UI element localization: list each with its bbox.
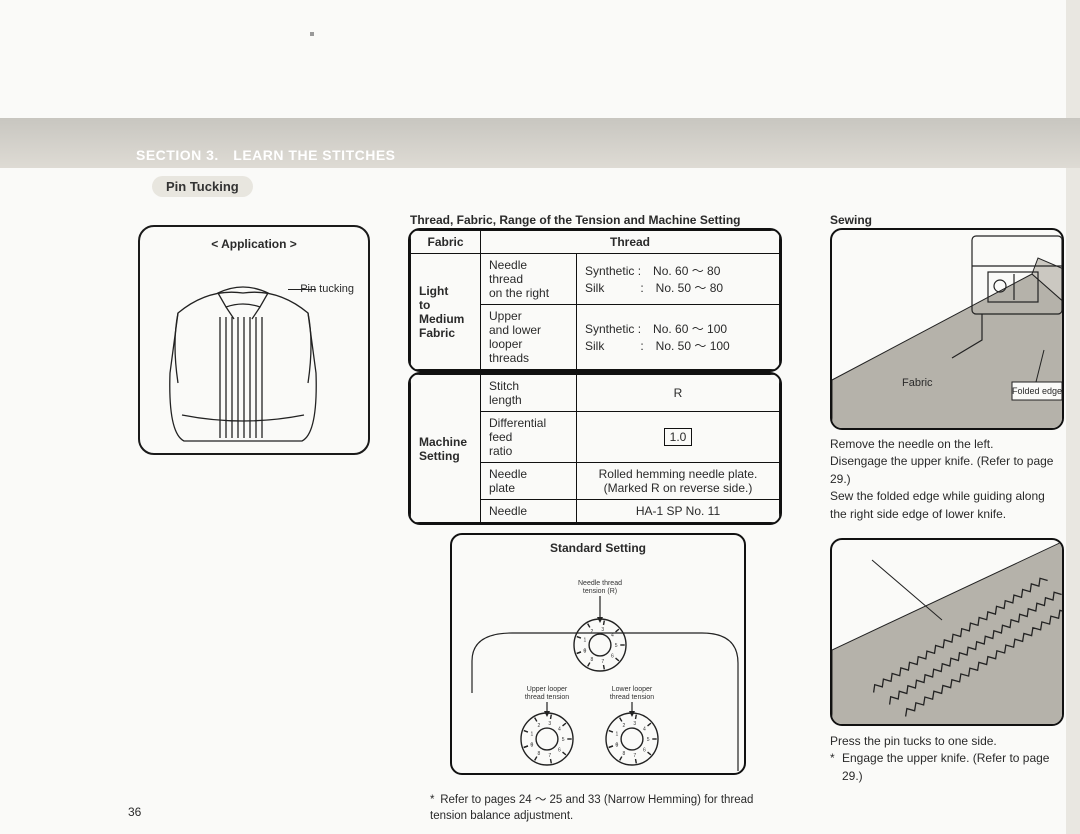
svg-text:6: 6: [611, 653, 614, 659]
svg-text:5: 5: [615, 643, 618, 649]
svg-text:3: 3: [548, 721, 551, 727]
svg-text:1: 1: [583, 637, 586, 643]
page-number: 36: [128, 805, 141, 819]
tension-dials-illustration: Needle thread tension (R) Upper looper t…: [452, 563, 748, 773]
thread-table-title: Thread, Fabric, Range of the Tension and…: [410, 213, 740, 227]
svg-text:6: 6: [643, 747, 646, 753]
diff-feed-label: Differential feed ratio: [481, 412, 577, 463]
svg-text:4: 4: [558, 727, 561, 733]
svg-text:9: 9: [583, 649, 586, 655]
diff-feed-value: 1.0: [577, 412, 780, 463]
sewing-text-1: Remove the needle on the left. Disengage…: [830, 436, 1064, 523]
machine-setting-table: Machine Setting Stitch length R Differen…: [408, 372, 782, 525]
application-title: < Application >: [140, 237, 368, 251]
svg-text:9: 9: [615, 743, 618, 749]
svg-text:8: 8: [591, 657, 594, 663]
standard-setting-title: Standard Setting: [452, 541, 744, 555]
svg-text:5: 5: [562, 737, 565, 743]
diff-feed-box: 1.0: [664, 428, 693, 446]
svg-text:4: 4: [643, 727, 646, 733]
svg-text:7: 7: [601, 659, 604, 665]
needle-thread-label: Needle thread: [578, 580, 622, 587]
sewing-figure-2: [830, 538, 1064, 726]
svg-text:1: 1: [530, 731, 533, 737]
svg-text:8: 8: [623, 751, 626, 757]
subheading: Pin Tucking: [152, 176, 253, 197]
svg-text:1: 1: [615, 731, 618, 737]
stitch-length-value: R: [577, 375, 780, 412]
svg-text:Lower looper: Lower looper: [612, 686, 653, 693]
svg-text:7: 7: [548, 753, 551, 759]
svg-text:thread tension: thread tension: [525, 694, 569, 701]
svg-text:thread tension: thread tension: [610, 694, 654, 701]
standard-setting-panel: Standard Setting Needle thread tension (…: [450, 533, 746, 775]
svg-text:9: 9: [530, 743, 533, 749]
svg-text:tension (R): tension (R): [583, 588, 617, 595]
svg-text:7: 7: [633, 753, 636, 759]
shirt-illustration: [168, 283, 318, 443]
svg-text:8: 8: [538, 751, 541, 757]
sewing-heading: Sewing: [830, 213, 872, 227]
svg-text:5: 5: [647, 737, 650, 743]
application-panel: < Application > Pin tucking: [138, 225, 370, 455]
footnote: * Refer to pages 24 ～ 25 and 33 (Narrow …: [430, 793, 782, 824]
needle-label: Needle: [481, 500, 577, 523]
machine-setting-head: Machine Setting: [411, 375, 481, 523]
stitch-length-label: Stitch length: [481, 375, 577, 412]
svg-text:2: 2: [538, 723, 541, 729]
fabric-label: Fabric: [902, 377, 933, 389]
looper-thread-values: Synthetic : No. 60 ～ 100 Silk : No. 50 ～…: [577, 305, 780, 370]
svg-text:2: 2: [623, 723, 626, 729]
fabric-range: Light to Medium Fabric: [411, 254, 481, 370]
section-title: SECTION 3. LEARN THE STITCHES: [136, 147, 396, 163]
folded-edge-label: Folded edge: [1012, 386, 1062, 396]
needle-thread-cell: Needle thread on the right: [481, 254, 577, 305]
needle-value: HA-1 SP No. 11: [577, 500, 780, 523]
svg-text:Upper looper: Upper looper: [527, 686, 568, 693]
svg-text:4: 4: [611, 633, 614, 639]
svg-text:6: 6: [558, 747, 561, 753]
needle-thread-values: Synthetic : No. 60 ～ 80 Silk : No. 50 ～ …: [577, 254, 780, 305]
needle-plate-value: Rolled hemming needle plate. (Marked R o…: [577, 463, 780, 500]
sewing-figure-1: Fabric Folded edge: [830, 228, 1064, 430]
sewing-text-2-line1: Press the pin tucks to one side.: [830, 734, 997, 748]
svg-text:2: 2: [591, 629, 594, 635]
th-fabric: Fabric: [411, 231, 481, 254]
svg-text:3: 3: [633, 721, 636, 727]
fabric-thread-table: Fabric Thread Light to Medium Fabric Nee…: [408, 228, 782, 372]
speck: [310, 32, 314, 36]
th-thread: Thread: [481, 231, 780, 254]
svg-text:3: 3: [601, 627, 604, 633]
looper-thread-cell: Upper and lower looper threads: [481, 305, 577, 370]
needle-plate-label: Needle plate: [481, 463, 577, 500]
sewing-text-2-note: Engage the upper knife. (Refer to page 2…: [830, 750, 1064, 785]
sewing-text-2: Press the pin tucks to one side. Engage …: [830, 733, 1064, 785]
